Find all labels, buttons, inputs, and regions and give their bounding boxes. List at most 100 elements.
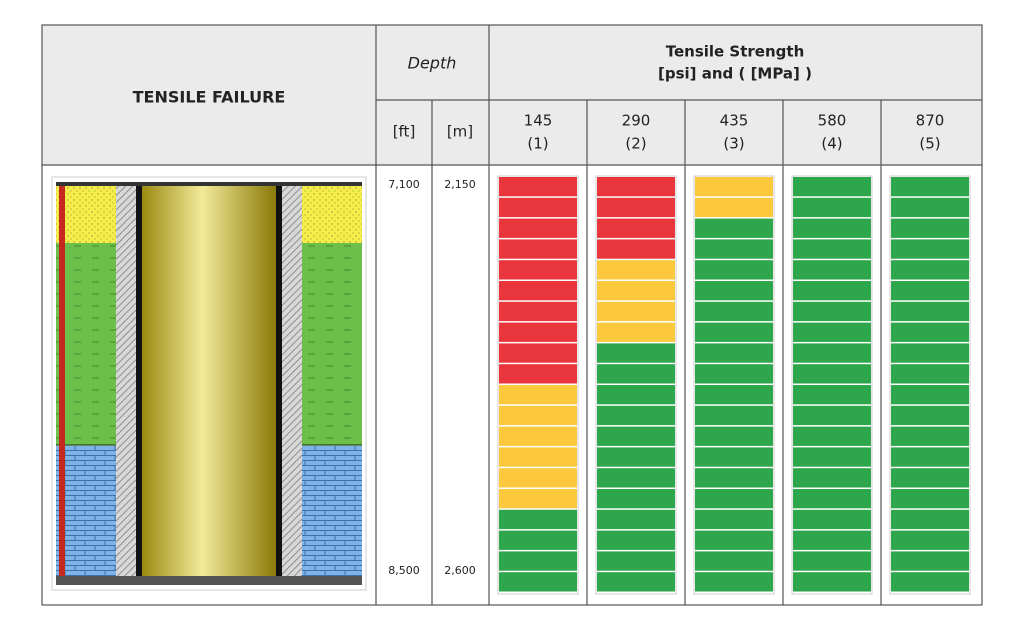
status-cell bbox=[597, 177, 675, 197]
mpa-label: (5) bbox=[919, 135, 940, 153]
status-cell bbox=[793, 405, 871, 426]
cell-frame bbox=[595, 175, 677, 595]
status-cell bbox=[597, 530, 675, 550]
status-cell bbox=[499, 177, 577, 197]
status-cell bbox=[499, 281, 577, 301]
header-bg bbox=[42, 25, 982, 165]
status-cell bbox=[793, 322, 871, 342]
status-cell bbox=[793, 385, 871, 405]
status-cell bbox=[597, 468, 675, 488]
status-cell bbox=[597, 489, 675, 509]
status-cell bbox=[793, 343, 871, 363]
status-cell bbox=[793, 260, 871, 280]
status-cell bbox=[597, 551, 675, 571]
status-cell bbox=[597, 572, 675, 592]
status-cell bbox=[695, 551, 773, 571]
status-cell bbox=[891, 468, 969, 488]
status-cell bbox=[499, 218, 577, 238]
cell-frame bbox=[693, 175, 775, 595]
mpa-label: (3) bbox=[723, 135, 744, 153]
status-cell bbox=[597, 385, 675, 405]
psi-label: 870 bbox=[916, 112, 945, 130]
status-cell bbox=[793, 364, 871, 384]
depth-top-ft: 7,100 bbox=[388, 178, 420, 191]
status-cell bbox=[793, 177, 871, 197]
psi-label: 145 bbox=[524, 112, 553, 130]
status-cell bbox=[891, 572, 969, 592]
status-cell bbox=[597, 260, 675, 280]
status-cell bbox=[597, 281, 675, 301]
status-cell bbox=[793, 572, 871, 592]
mpa-label: (1) bbox=[527, 135, 548, 153]
psi-label: 580 bbox=[818, 112, 847, 130]
strength-header: Tensile Strength bbox=[666, 43, 805, 61]
table-border bbox=[41, 24, 983, 606]
depth-top-m: 2,150 bbox=[444, 178, 476, 191]
status-cell bbox=[793, 530, 871, 550]
status-cell bbox=[499, 489, 577, 509]
status-cell bbox=[793, 489, 871, 509]
status-cell bbox=[891, 343, 969, 363]
status-cell bbox=[793, 447, 871, 467]
status-cell bbox=[891, 301, 969, 322]
status-cell bbox=[695, 177, 773, 197]
status-cell bbox=[695, 281, 773, 301]
status-cell bbox=[499, 551, 577, 571]
status-cell bbox=[695, 509, 773, 530]
table-title: TENSILE FAILURE bbox=[133, 88, 286, 107]
status-cell bbox=[695, 364, 773, 384]
status-cell bbox=[695, 530, 773, 550]
status-cell bbox=[597, 301, 675, 322]
status-cell bbox=[597, 197, 675, 218]
strength-units: [psi] and ( [MPa] ) bbox=[658, 65, 812, 83]
status-cell bbox=[695, 197, 773, 218]
status-cell bbox=[793, 426, 871, 446]
status-cell bbox=[793, 218, 871, 238]
status-cell bbox=[499, 405, 577, 426]
status-cell bbox=[695, 468, 773, 488]
status-cell bbox=[793, 301, 871, 322]
depth-bottom-m: 2,600 bbox=[444, 564, 476, 577]
status-cell bbox=[499, 322, 577, 342]
well-diagram bbox=[51, 176, 367, 591]
status-cell bbox=[597, 405, 675, 426]
cell-frame bbox=[791, 175, 873, 595]
status-cell bbox=[695, 218, 773, 238]
status-cell bbox=[597, 322, 675, 342]
cell-frame bbox=[497, 175, 579, 595]
status-cell bbox=[499, 239, 577, 259]
status-cell bbox=[695, 301, 773, 322]
status-cell bbox=[793, 239, 871, 259]
status-cell bbox=[695, 239, 773, 259]
status-cell bbox=[891, 364, 969, 384]
status-cell bbox=[891, 260, 969, 280]
status-cell bbox=[597, 364, 675, 384]
status-cell bbox=[597, 426, 675, 446]
status-cell bbox=[695, 447, 773, 467]
status-cell bbox=[793, 468, 871, 488]
status-cell bbox=[891, 281, 969, 301]
psi-label: 290 bbox=[622, 112, 651, 130]
status-cell bbox=[499, 426, 577, 446]
status-cell bbox=[695, 260, 773, 280]
status-cell bbox=[499, 260, 577, 280]
status-cell bbox=[793, 509, 871, 530]
status-cell bbox=[597, 447, 675, 467]
status-cell bbox=[695, 322, 773, 342]
status-cell bbox=[891, 447, 969, 467]
unit-ft: [ft] bbox=[393, 123, 416, 141]
mpa-label: (4) bbox=[821, 135, 842, 153]
status-cell bbox=[891, 530, 969, 550]
status-cell bbox=[695, 426, 773, 446]
status-cell bbox=[499, 301, 577, 322]
status-cell bbox=[891, 197, 969, 218]
status-cell bbox=[695, 405, 773, 426]
unit-m: [m] bbox=[447, 123, 473, 141]
status-cell bbox=[499, 468, 577, 488]
psi-label: 435 bbox=[720, 112, 749, 130]
status-cell bbox=[499, 572, 577, 592]
status-cell bbox=[891, 177, 969, 197]
table-grid bbox=[42, 25, 982, 605]
